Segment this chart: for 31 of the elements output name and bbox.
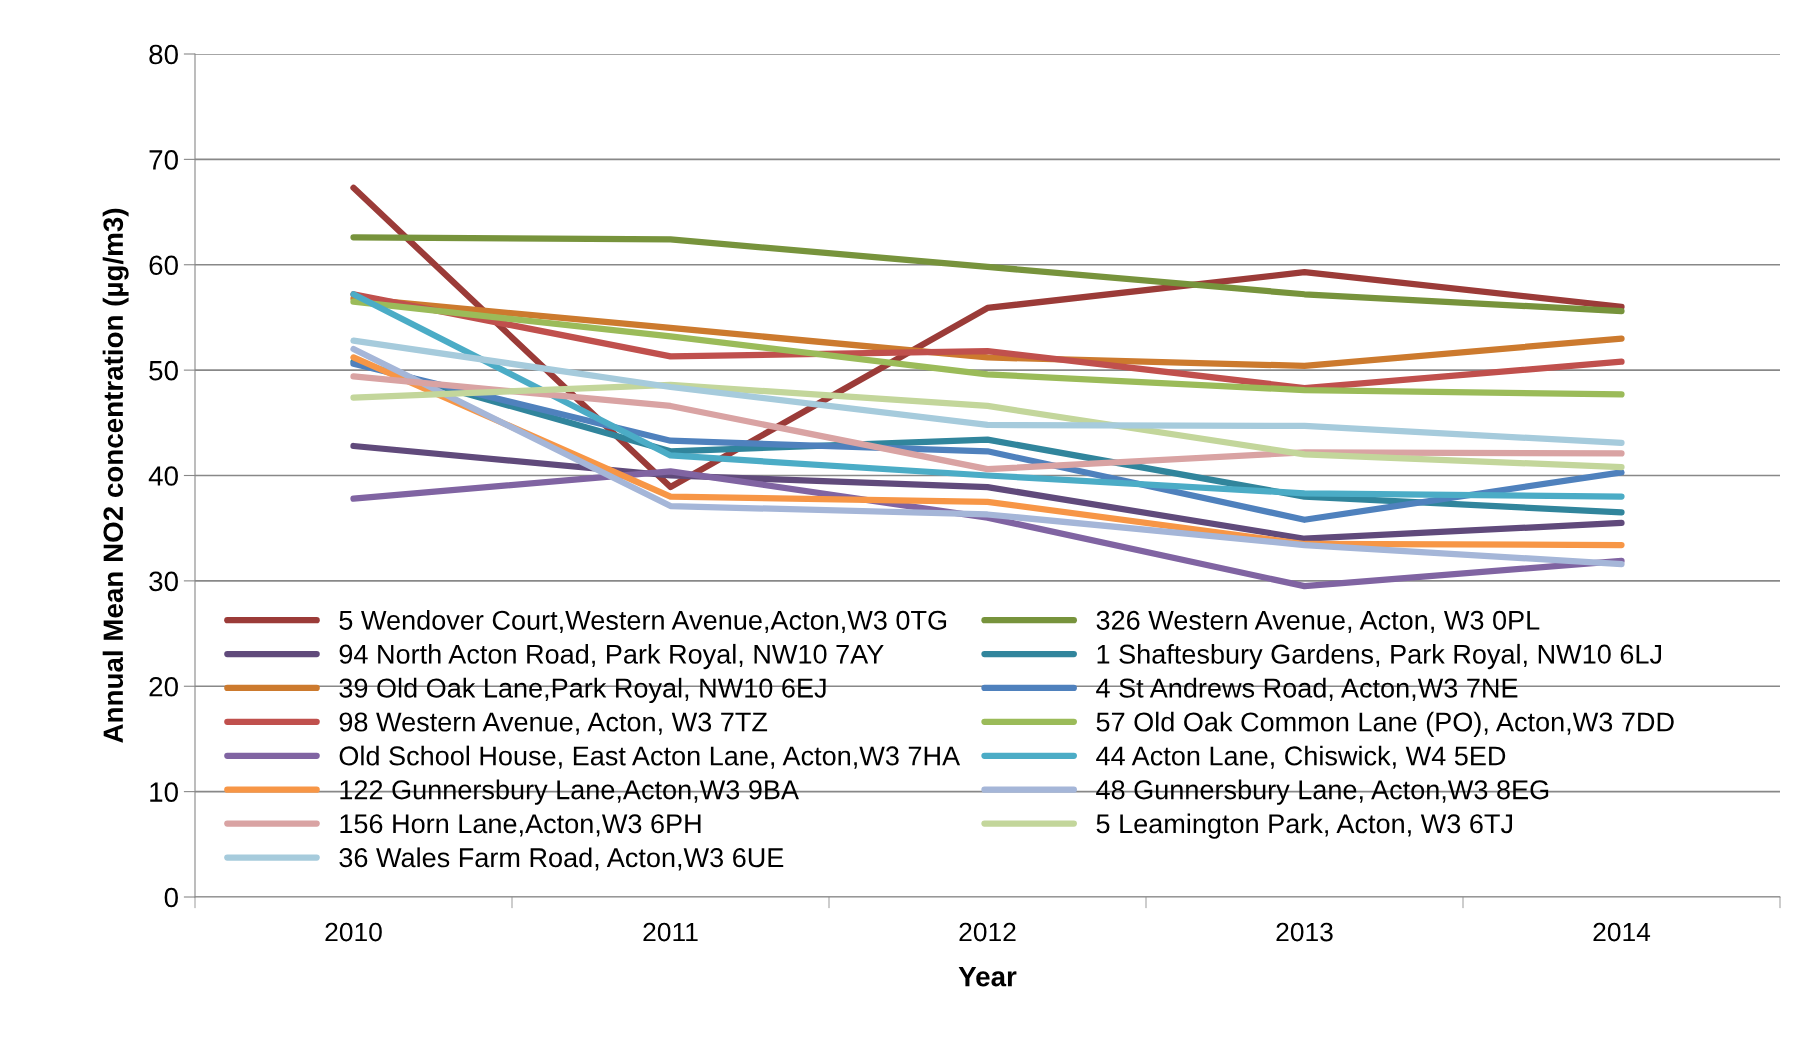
legend-label: 326 Western Avenue, Acton, W3 0PL: [1096, 610, 1540, 634]
legend-label: 39 Old Oak Lane,Park Royal, NW10 6EJ: [339, 677, 826, 704]
y-axis-title: Annual Mean NO2 concentration (µg/m3): [102, 208, 129, 743]
x-tick-label: 2012: [959, 922, 1016, 942]
y-tick-label: 40: [148, 466, 178, 486]
y-tick-label: 70: [149, 150, 178, 170]
legend-label: 98 Western Avenue, Acton, W3 7TZ: [339, 712, 768, 735]
x-tick-label: 2013: [1276, 922, 1333, 942]
x-tick-label: 2010: [325, 922, 382, 942]
legend-label: 5 Wendover Court,Western Avenue,Acton,W3 0TG: [339, 609, 947, 634]
legend-label: 36 Wales Farm Road, Acton,W3 6UE: [339, 847, 784, 871]
y-tick-label: 0: [164, 887, 178, 908]
y-tick-label: 20: [149, 676, 178, 697]
legend-label: 122 Gunnersbury Lane,Acton,W3 9BA: [340, 779, 799, 805]
legend-label: 57 Old Oak Common Lane (PO), Acton,W3 7DD: [1096, 711, 1674, 737]
y-tick-label: 80: [149, 44, 178, 65]
y-tick-label: 30: [149, 571, 178, 592]
x-tick-label: 2011: [643, 922, 698, 942]
legend-label: 5 Leamington Park, Acton, W3 6TJ: [1096, 813, 1512, 839]
legend-label: 156 Horn Lane,Acton,W3 6PH: [340, 814, 701, 837]
legend-label: 94 North Acton Road, Park Royal, NW10 7AY: [339, 643, 884, 670]
legend-label: 48 Gunnersbury Lane, Acton,W3 8EG: [1096, 779, 1549, 805]
y-tick-label: 50: [149, 360, 178, 381]
legend-label: Old School House, East Acton Lane, Acton,W3 7HA: [339, 745, 961, 769]
legend-label: 4 St Andrews Road, Acton,W3 7NE: [1096, 677, 1518, 701]
y-tick-label: 10: [150, 782, 178, 802]
legend-label: 44 Acton Lane, Chiswick, W4 5ED: [1096, 745, 1506, 769]
x-axis-title: Year: [958, 967, 1017, 987]
y-tick-label: 60: [149, 255, 178, 276]
x-tick-label: 2014: [1593, 922, 1651, 942]
legend-label: 1 Shaftesbury Gardens, Park Royal, NW10 6LJ: [1097, 643, 1661, 670]
